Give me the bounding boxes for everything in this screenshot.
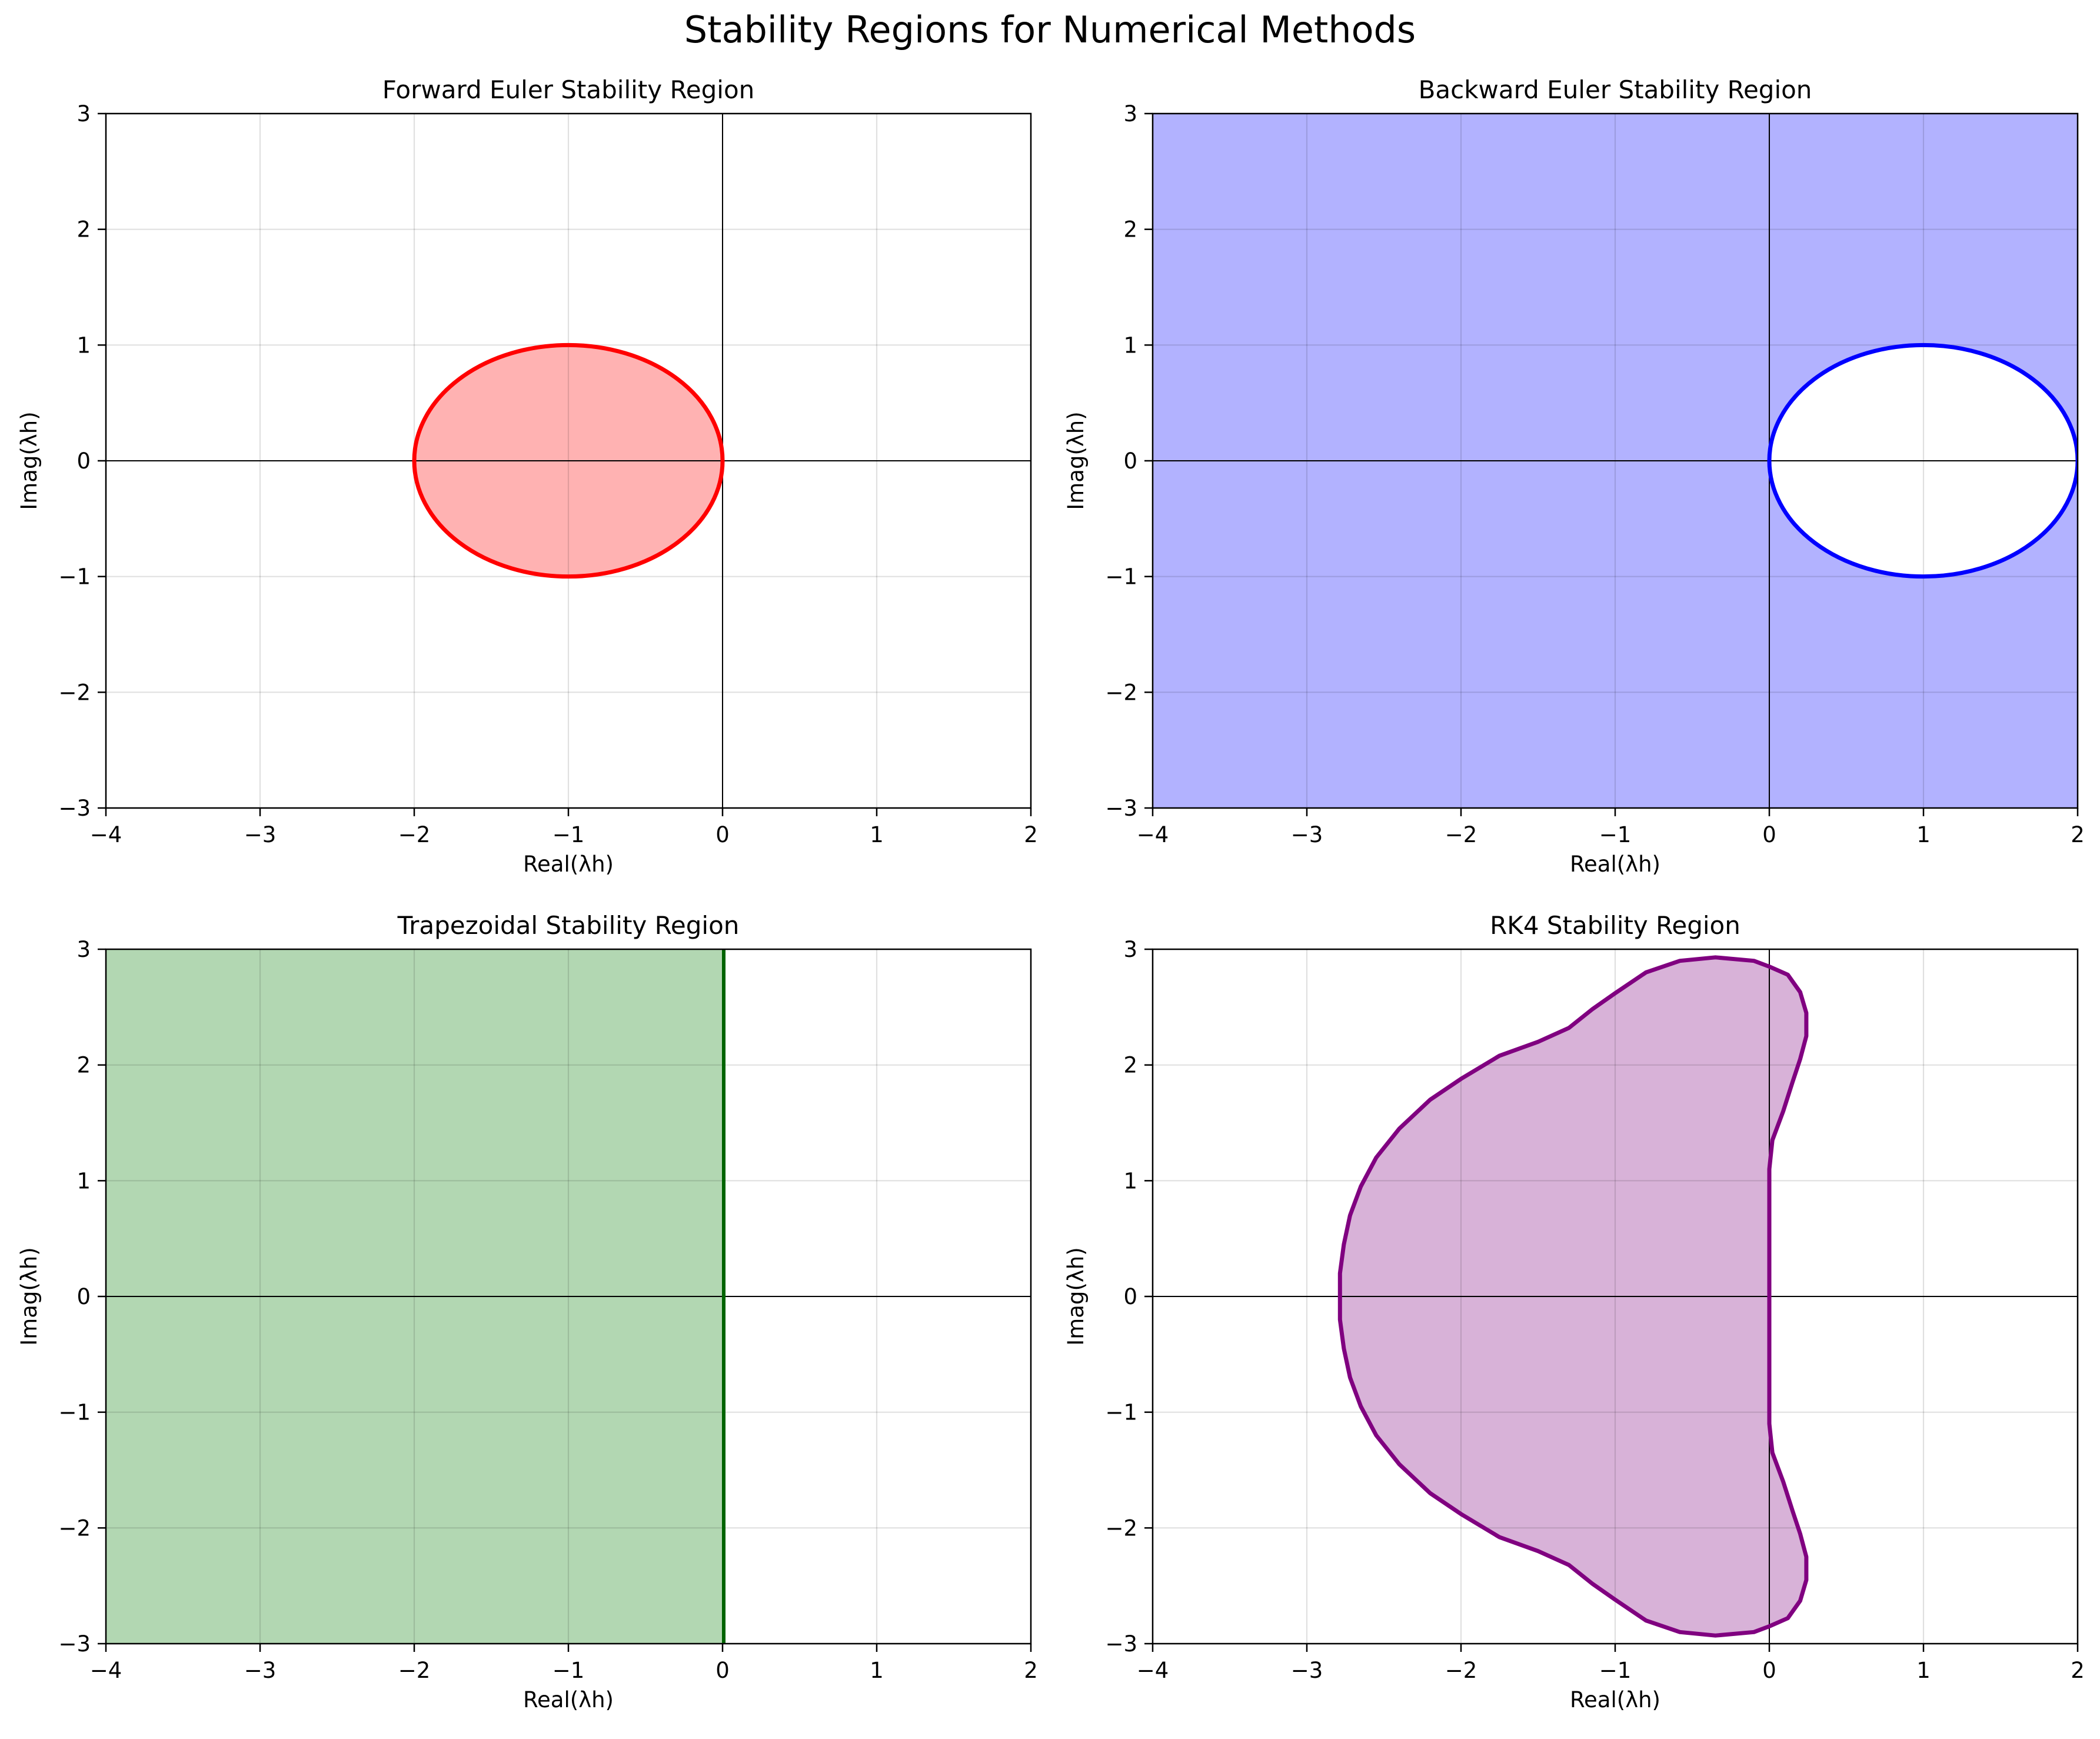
y-tick-label: −2 <box>1105 680 1137 705</box>
x-tick-label: −3 <box>1291 1658 1323 1683</box>
boundary <box>412 343 725 579</box>
y-axis-label: Imag(λh) <box>16 1247 42 1345</box>
y-tick-label: 0 <box>76 448 91 474</box>
x-tick-label: 2 <box>1024 822 1038 847</box>
x-tick-label: −4 <box>1137 1658 1169 1683</box>
y-tick-label: −3 <box>58 796 91 821</box>
x-tick-label: 0 <box>715 822 730 847</box>
y-tick-label: 0 <box>76 1284 91 1309</box>
y-tick-label: −3 <box>1105 796 1137 821</box>
y-tick-label: −1 <box>58 1400 91 1425</box>
x-tick-label: −4 <box>90 1658 122 1683</box>
x-tick-label: −3 <box>244 822 277 847</box>
stability-boundary <box>1337 955 1809 1638</box>
x-axis-label: Real(λh) <box>523 852 614 877</box>
y-axis-label: Imag(λh) <box>1063 1247 1089 1345</box>
y-tick-label: 3 <box>1123 937 1137 962</box>
x-tick-label: −1 <box>1599 1658 1632 1683</box>
x-tick-label: −4 <box>90 822 122 847</box>
y-tick-label: 0 <box>1123 1284 1137 1309</box>
y-tick-label: 1 <box>1123 332 1137 358</box>
x-tick-label: 1 <box>870 822 884 847</box>
x-axis-label: Real(λh) <box>523 1687 614 1713</box>
x-tick-label: 0 <box>1762 822 1776 847</box>
y-tick-label: −3 <box>1105 1631 1137 1657</box>
panel-title: Trapezoidal Stability Region <box>397 911 740 940</box>
y-tick-label: −2 <box>58 680 91 705</box>
y-tick-label: 2 <box>1123 1053 1137 1078</box>
y-tick-label: 3 <box>76 937 91 962</box>
panel-title: Forward Euler Stability Region <box>382 75 755 104</box>
y-tick-label: −2 <box>1105 1515 1137 1541</box>
stability-boundary <box>1767 343 2078 579</box>
boundary <box>1767 343 2078 579</box>
x-tick-label: 2 <box>2071 1658 2085 1683</box>
x-axis-label: Real(λh) <box>1570 1687 1660 1713</box>
x-tick-label: −2 <box>398 1658 431 1683</box>
y-tick-label: 3 <box>76 101 91 127</box>
x-tick-label: −2 <box>1445 822 1477 847</box>
x-tick-label: 0 <box>1762 1658 1776 1683</box>
x-tick-label: 1 <box>1916 822 1931 847</box>
x-tick-label: −2 <box>1445 1658 1477 1683</box>
x-tick-label: −3 <box>1291 822 1323 847</box>
stability-boundary <box>412 343 725 579</box>
y-tick-label: 0 <box>1123 448 1137 474</box>
y-tick-label: 1 <box>76 332 91 358</box>
y-tick-label: −3 <box>58 1631 91 1657</box>
panel-title: RK4 Stability Region <box>1490 911 1740 940</box>
y-tick-label: −2 <box>58 1515 91 1541</box>
x-tick-label: 2 <box>2071 822 2085 847</box>
y-axis-label: Imag(λh) <box>16 411 42 510</box>
x-tick-label: −1 <box>553 822 585 847</box>
y-tick-label: 1 <box>76 1168 91 1193</box>
panel-title: Backward Euler Stability Region <box>1419 75 1812 104</box>
y-tick-label: −1 <box>58 564 91 590</box>
x-tick-label: −1 <box>553 1658 585 1683</box>
x-tick-label: −1 <box>1599 822 1632 847</box>
x-axis-label: Real(λh) <box>1570 852 1660 877</box>
y-tick-label: −1 <box>1105 564 1137 590</box>
y-axis-label: Imag(λh) <box>1063 411 1089 510</box>
x-tick-label: −4 <box>1137 822 1169 847</box>
y-tick-label: 3 <box>1123 101 1137 127</box>
figure-title: Stability Regions for Numerical Methods <box>684 8 1416 51</box>
x-tick-label: −2 <box>398 822 431 847</box>
y-tick-label: 2 <box>76 1053 91 1078</box>
boundary <box>1337 955 1809 1638</box>
x-tick-label: 0 <box>715 1658 730 1683</box>
x-tick-label: 1 <box>870 1658 884 1683</box>
y-tick-label: 2 <box>76 217 91 242</box>
y-tick-label: 2 <box>1123 217 1137 242</box>
y-tick-label: −1 <box>1105 1400 1137 1425</box>
x-tick-label: 1 <box>1916 1658 1931 1683</box>
x-tick-label: −3 <box>244 1658 277 1683</box>
x-tick-label: 2 <box>1024 1658 1038 1683</box>
y-tick-label: 1 <box>1123 1168 1137 1193</box>
